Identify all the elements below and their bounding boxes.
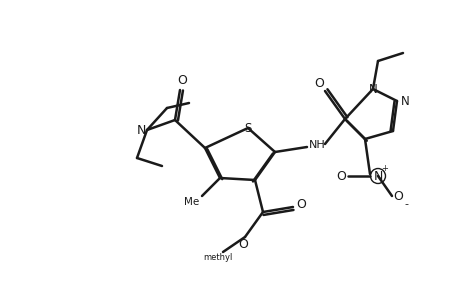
Text: S: S xyxy=(244,122,251,134)
Text: O: O xyxy=(313,76,323,89)
Text: N: N xyxy=(400,94,409,107)
Text: O: O xyxy=(238,238,247,251)
Text: O: O xyxy=(392,190,402,202)
Text: +: + xyxy=(381,164,387,172)
Text: O: O xyxy=(296,199,305,212)
Text: O: O xyxy=(336,169,345,182)
Text: N: N xyxy=(373,169,382,182)
Text: -: - xyxy=(403,199,407,209)
Text: methyl: methyl xyxy=(203,253,232,262)
Text: NH: NH xyxy=(308,140,325,150)
Text: Me: Me xyxy=(184,197,199,207)
Text: N: N xyxy=(368,82,376,95)
Text: N: N xyxy=(136,124,146,136)
Text: O: O xyxy=(177,74,186,86)
